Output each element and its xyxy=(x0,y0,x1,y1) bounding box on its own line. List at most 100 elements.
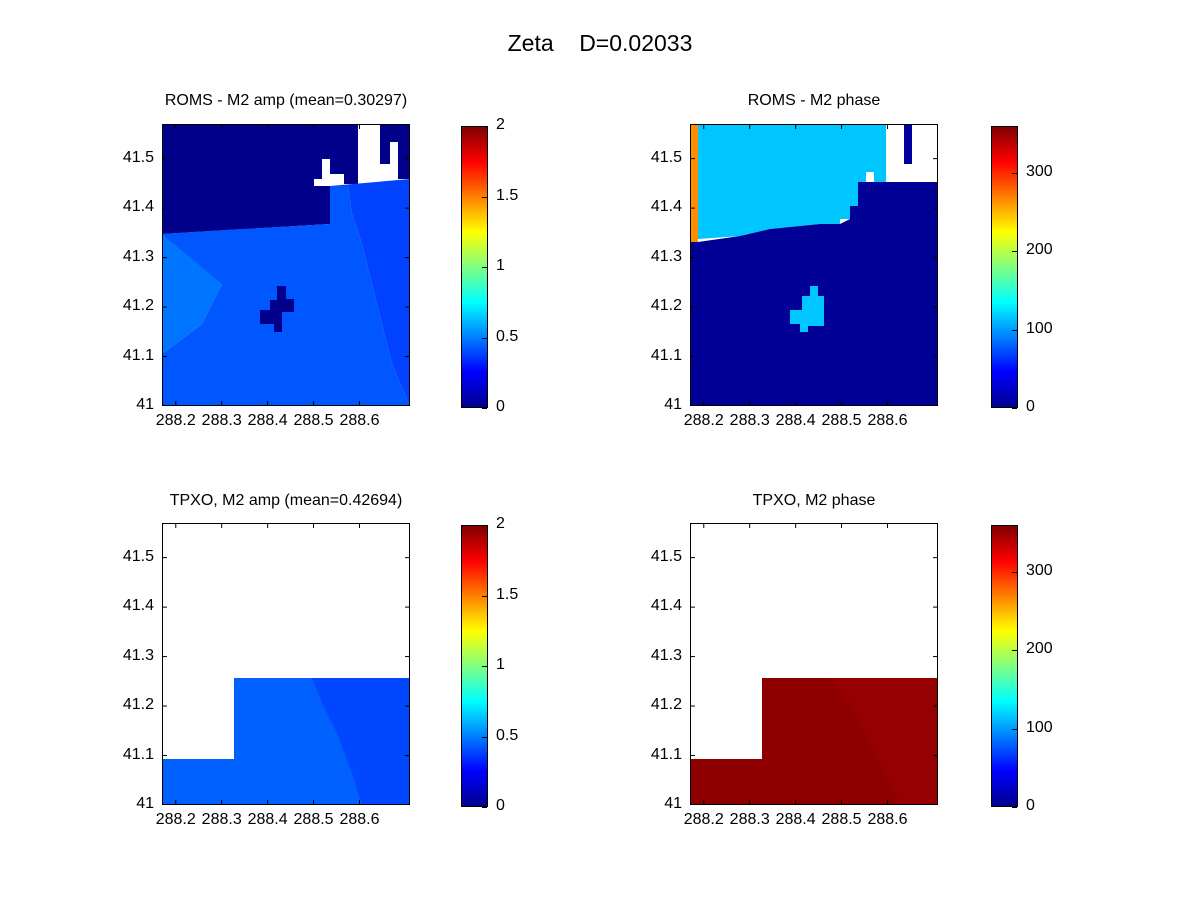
colorbar-tick-label: 0 xyxy=(1026,797,1035,814)
panel-title: ROMS - M2 phase xyxy=(747,92,881,109)
y-tick-label: 41.3 xyxy=(650,646,682,664)
x-tick-label: 288.4 xyxy=(775,412,816,429)
region-ocean-east xyxy=(312,678,410,805)
y-tick-label: 41.3 xyxy=(122,646,154,664)
colorbar-tick-mark xyxy=(482,267,487,268)
region-ocean-east xyxy=(330,179,410,406)
x-tick-label: 288.2 xyxy=(683,412,724,429)
region-west-strip xyxy=(690,124,698,242)
colorbar-tick-label: 1 xyxy=(496,257,505,274)
colorbar-tick-mark xyxy=(1012,572,1017,573)
y-tick-label: 41.2 xyxy=(650,297,682,315)
y-tick-label: 41.2 xyxy=(122,297,154,315)
axes-frame xyxy=(690,124,938,406)
y-tick-label: 41.2 xyxy=(650,696,682,714)
y-tick-label: 41 xyxy=(664,396,682,413)
y-tick-label: 41.1 xyxy=(122,745,154,763)
colorbar-tick-label: 0.5 xyxy=(496,726,519,744)
x-tick-label: 288.4 xyxy=(247,412,288,429)
heatmap-svg xyxy=(162,124,410,406)
x-tick-label: 288.3 xyxy=(201,811,242,828)
y-tick-label: 41.1 xyxy=(122,346,154,364)
region-north-land xyxy=(358,124,410,179)
x-tick-label: 288.5 xyxy=(293,412,334,429)
x-tick-label: 288.6 xyxy=(867,811,908,828)
x-tick-label: 288.2 xyxy=(155,412,196,429)
x-tick-label: 288.3 xyxy=(201,412,242,429)
colorbar-tick-label: 0.5 xyxy=(496,327,519,345)
x-tick-label: 288.6 xyxy=(339,811,380,828)
y-tick-label: 41.4 xyxy=(650,597,682,615)
y-tick-label: 41.1 xyxy=(650,745,682,763)
colorbar-tick-mark xyxy=(1012,408,1017,409)
x-tick-label: 288.6 xyxy=(339,412,380,429)
x-tick-label: 288.2 xyxy=(683,811,724,828)
colorbar-tick-mark xyxy=(1012,173,1017,174)
colorbar-tick-label: 0 xyxy=(496,797,505,814)
colorbar-tick-mark xyxy=(482,126,487,127)
colorbar-tick-label: 100 xyxy=(1026,718,1053,736)
colorbar-tick-mark xyxy=(482,807,487,808)
colorbar-tick-label: 2 xyxy=(496,116,505,133)
x-tick-label: 288.3 xyxy=(729,811,770,828)
colorbar-tick-mark xyxy=(482,337,487,339)
axes-frame xyxy=(162,523,410,805)
x-tick-label: 288.2 xyxy=(155,811,196,828)
heatmap-svg xyxy=(162,523,410,805)
colorbar-tick-mark xyxy=(482,408,487,409)
region-north-land xyxy=(698,124,886,239)
axes-frame xyxy=(690,523,938,805)
colorbar-tick-label: 300 xyxy=(1026,163,1053,180)
y-tick-label: 41.5 xyxy=(650,148,682,166)
heatmap-plot xyxy=(690,124,938,406)
panel-title: TPXO, M2 amp (mean=0.42694) xyxy=(169,492,403,509)
panel-title: ROMS - M2 amp (mean=0.30297) xyxy=(164,92,408,109)
heatmap-plot xyxy=(162,124,410,406)
colorbar-tick-mark xyxy=(1012,728,1017,730)
colorbar-tick-mark xyxy=(1012,251,1017,253)
heatmap-svg xyxy=(690,124,938,406)
y-tick-label: 41 xyxy=(664,795,682,812)
colorbar-tick-label: 1 xyxy=(496,656,505,673)
y-tick-label: 41 xyxy=(136,396,154,413)
y-tick-label: 41.4 xyxy=(650,198,682,216)
colorbar-tick-label: 1.5 xyxy=(496,186,519,204)
y-tick-label: 41.3 xyxy=(650,247,682,265)
colorbar-tick-label: 100 xyxy=(1026,319,1053,337)
y-tick-label: 41.2 xyxy=(122,696,154,714)
colorbar-tick-mark xyxy=(1012,650,1017,652)
colorbar-tick-label: 0 xyxy=(1026,398,1035,415)
panel-title: TPXO, M2 phase xyxy=(752,492,876,509)
colorbar-tick-mark xyxy=(1012,807,1017,808)
colorbar-tick-mark xyxy=(482,525,487,526)
region-island xyxy=(260,286,294,332)
x-tick-label: 288.3 xyxy=(729,412,770,429)
axes-frame xyxy=(162,124,410,406)
y-tick-label: 41.1 xyxy=(650,346,682,364)
colorbar-tick-mark xyxy=(482,666,487,667)
heatmap-plot xyxy=(690,523,938,805)
region-north-land xyxy=(162,124,358,234)
x-tick-label: 288.5 xyxy=(293,811,334,828)
x-tick-label: 288.6 xyxy=(867,412,908,429)
y-tick-label: 41.5 xyxy=(122,148,154,166)
colorbar-tick-label: 1.5 xyxy=(496,585,519,603)
figure-title: Zeta D=0.02033 xyxy=(507,30,693,56)
colorbar xyxy=(991,525,1018,807)
x-tick-label: 288.5 xyxy=(821,412,862,429)
colorbar-tick-mark xyxy=(1012,329,1017,331)
colorbar-tick-mark xyxy=(482,736,487,738)
region-ocean-east xyxy=(830,678,938,805)
colorbar xyxy=(991,126,1018,408)
colorbar-tick-label: 200 xyxy=(1026,640,1053,658)
y-tick-label: 41.3 xyxy=(122,247,154,265)
x-tick-label: 288.4 xyxy=(775,811,816,828)
region-east-inlets xyxy=(904,124,912,164)
colorbar-tick-label: 0 xyxy=(496,398,505,415)
colorbar-tick-mark xyxy=(482,595,487,597)
y-tick-label: 41.4 xyxy=(122,597,154,615)
colorbar-tick-mark xyxy=(482,196,487,198)
y-tick-label: 41.4 xyxy=(122,198,154,216)
colorbar-tick-label: 300 xyxy=(1026,562,1053,579)
y-tick-label: 41 xyxy=(136,795,154,812)
